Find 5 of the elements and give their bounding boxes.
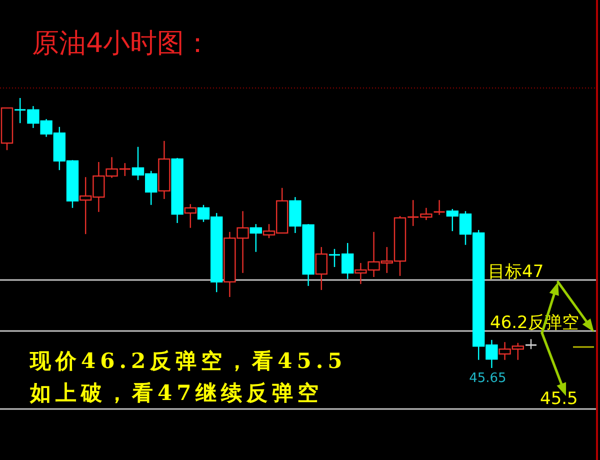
annotation: 45.5 [540, 389, 578, 409]
annotation: 现价46.2反弹空，看45.5 [30, 348, 347, 373]
title: 原油4小时图： [32, 28, 212, 59]
annotation: 如上破，看47继续反弹空 [30, 380, 324, 405]
annotation: 45.65 [469, 371, 506, 386]
